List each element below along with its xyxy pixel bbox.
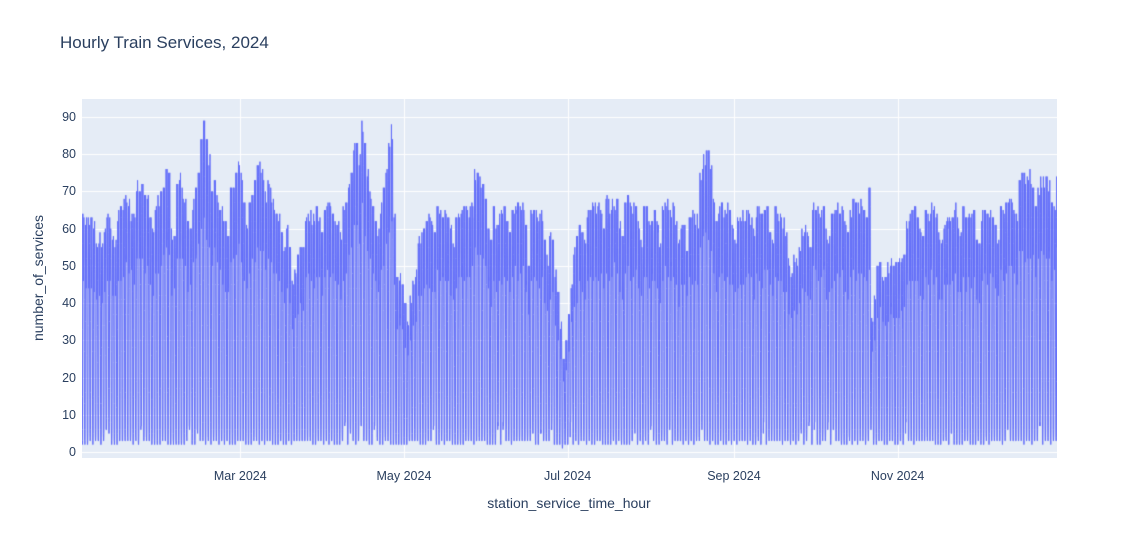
y-tick-label: 10 [62,407,76,422]
x-tick-label: Mar 2024 [213,469,267,483]
x-tick-label: Nov 2024 [870,469,925,483]
y-tick-label: 20 [62,370,76,385]
y-tick-label: 40 [62,296,76,311]
y-tick-label: 70 [62,184,76,199]
y-tick-label: 90 [62,110,76,124]
x-tick-label: Jul 2024 [543,469,592,483]
plot-area [82,99,1057,458]
x-axis-title: station_service_time_hour [487,495,651,511]
y-tick-label: 0 [69,445,76,459]
x-tick-label: May 2024 [376,469,432,483]
chart-title: Hourly Train Services, 2024 [60,33,269,52]
chart-canvas[interactable] [82,99,1057,458]
x-tick-label: Sep 2024 [707,469,761,483]
y-tick-label: 50 [62,258,76,273]
y-tick-label: 80 [62,147,76,162]
y-tick-label: 30 [62,333,76,348]
y-tick-label: 60 [62,221,76,236]
